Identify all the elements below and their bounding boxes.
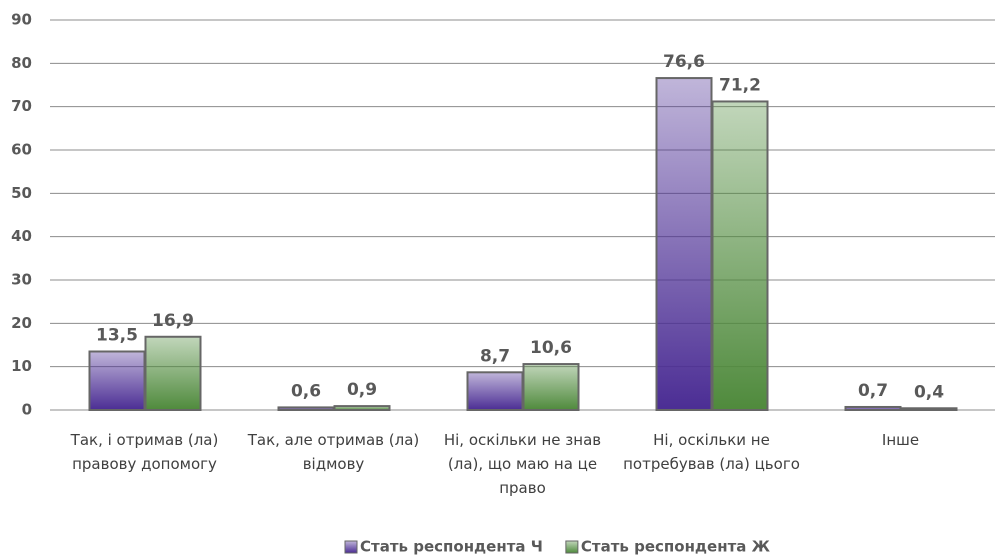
y-tick-label: 60	[11, 141, 32, 159]
y-tick-label: 70	[11, 97, 32, 115]
x-tick-label: Так, і отримав (ла) правову допомогу	[70, 431, 219, 473]
legend-label: Стать респондента Ж	[581, 538, 771, 556]
y-tick-label: 0	[22, 401, 32, 419]
bar	[88, 350, 146, 411]
y-tick-label: 30	[11, 271, 32, 289]
y-tick-label: 40	[11, 227, 32, 245]
legend-swatch	[565, 540, 579, 554]
data-label: 16,9	[152, 311, 194, 331]
data-label: 8,7	[480, 346, 510, 366]
y-tick-label: 10	[11, 357, 32, 375]
bar	[277, 406, 335, 411]
legend-swatch	[344, 540, 358, 554]
bar	[655, 77, 713, 411]
x-tick-label: Ні, оскільки не знав (ла), що маю на це …	[443, 431, 602, 497]
bar	[144, 335, 202, 411]
data-label: 71,2	[719, 75, 761, 95]
data-label: 0,9	[347, 380, 377, 400]
y-tick-label: 80	[11, 54, 32, 72]
data-label: 0,4	[914, 382, 944, 402]
y-tick-label: 50	[11, 184, 32, 202]
y-tick-label: 20	[11, 314, 32, 332]
x-tick-label: Так, але отримав (ла) відмову	[247, 431, 420, 473]
x-tick-label: Ні, оскільки не потребував (ла) цього	[623, 431, 800, 473]
bar	[522, 363, 580, 412]
y-tick-label: 90	[11, 11, 32, 29]
legend-label: Стать респондента Ч	[360, 538, 543, 556]
data-label: 0,6	[291, 381, 321, 401]
data-label: 0,7	[858, 381, 888, 401]
bar	[900, 407, 958, 411]
x-tick-label: Інше	[881, 431, 920, 449]
data-label: 76,6	[663, 52, 705, 72]
data-label: 10,6	[530, 338, 572, 358]
bar	[844, 405, 902, 412]
bar	[466, 371, 524, 411]
bar	[711, 100, 769, 411]
data-label: 13,5	[96, 326, 138, 346]
bar	[333, 405, 391, 412]
